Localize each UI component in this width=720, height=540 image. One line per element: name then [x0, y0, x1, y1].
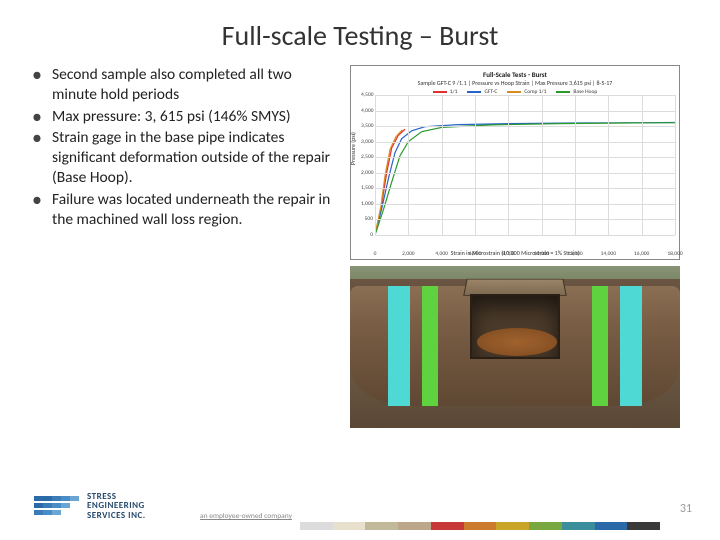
bullet-item: Second sample also completed all two min…	[30, 65, 338, 105]
tape-marker	[422, 286, 438, 406]
figure-column: Full-Scale Tests - Burst Sample GFT-C 9 …	[350, 65, 690, 428]
slide-title: Full-scale Testing – Burst	[0, 0, 720, 65]
tape-marker	[388, 286, 410, 406]
content-area: Second sample also completed all two min…	[0, 65, 720, 428]
chart-ylabel: Pressure (psi)	[349, 132, 357, 165]
tape-marker	[620, 286, 642, 406]
bullet-item: Failure was located underneath the repai…	[30, 190, 338, 230]
bullet-item: Strain gage in the base pipe indicates s…	[30, 128, 338, 187]
cutout-window	[470, 294, 560, 359]
bullet-item: Max pressure: 3, 615 psi (146% SMYS)	[30, 107, 338, 127]
burst-chart: Full-Scale Tests - Burst Sample GFT-C 9 …	[350, 65, 680, 260]
chart-subtitle: Sample GFT-C 9 /1.1 | Pressure vs Hoop S…	[357, 79, 673, 87]
chart-title: Full-Scale Tests - Burst	[357, 70, 673, 79]
company-logo: STRESS ENGINEERING SERVICES INC.	[34, 492, 146, 520]
tape-marker	[592, 286, 608, 406]
logo-bars-icon	[34, 496, 79, 515]
logo-line: SERVICES INC.	[87, 511, 146, 520]
chart-plot-area: 02,0004,0006,0008,00010,00012,00014,0001…	[375, 95, 675, 247]
bullet-column: Second sample also completed all two min…	[30, 65, 350, 428]
tagline: an employee-owned company	[200, 512, 292, 521]
logo-text: STRESS ENGINEERING SERVICES INC.	[87, 492, 146, 520]
liquid	[477, 328, 557, 356]
footer-color-strip	[300, 522, 660, 530]
bullet-list: Second sample also completed all two min…	[30, 65, 338, 230]
slide-number: 31	[680, 502, 692, 516]
chart-lines	[375, 95, 675, 235]
failure-photo	[350, 266, 680, 428]
